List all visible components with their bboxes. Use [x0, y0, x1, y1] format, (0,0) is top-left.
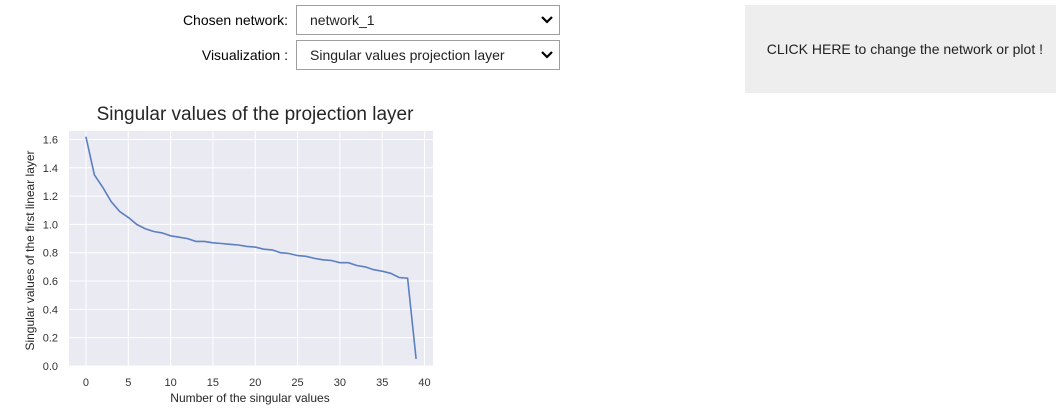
x-tick-label: 40: [418, 377, 430, 389]
visualization-label: Visualization :: [201, 47, 288, 63]
x-tick-label: 5: [125, 377, 131, 389]
chevron-down-icon: [541, 16, 553, 24]
y-tick-label: 0.4: [43, 304, 58, 316]
visualization-select-value: Singular values projection layer: [310, 47, 505, 63]
change-network-button-label: CLICK HERE to change the network or plot…: [766, 41, 1043, 57]
network-label: Chosen network:: [182, 12, 288, 28]
y-tick-label: 1.4: [43, 163, 58, 175]
y-tick-label: 0.0: [43, 361, 58, 373]
visualization-select[interactable]: Singular values projection layer: [296, 40, 560, 70]
y-tick-label: 0.8: [43, 248, 58, 260]
x-tick-label: 20: [249, 377, 261, 389]
network-select-value: network_1: [310, 12, 375, 28]
x-axis-label: Number of the singular values: [170, 391, 329, 405]
x-tick-label: 10: [164, 377, 176, 389]
plot-area: [69, 131, 433, 366]
y-tick-label: 1.2: [43, 191, 58, 203]
series-line: [85, 136, 417, 359]
x-tick-label: 30: [334, 377, 346, 389]
x-tick-label: 25: [291, 377, 303, 389]
change-network-button[interactable]: CLICK HERE to change the network or plot…: [745, 5, 1056, 93]
y-tick-label: 1.6: [43, 134, 58, 146]
chart-title: Singular values of the projection layer: [96, 104, 414, 125]
network-select[interactable]: network_1: [296, 5, 560, 35]
chevron-down-icon: [541, 51, 553, 59]
x-tick-label: 0: [83, 377, 89, 389]
singular-values-chart: 0 5 10 15 20 25 30 35 40 0.0 0.2 0.4 0.6 0.8 1.0 1.2 1.4…: [23, 131, 433, 405]
x-tick-label: 35: [376, 377, 388, 389]
y-tick-label: 1.0: [43, 219, 58, 231]
x-tick-label: 15: [207, 377, 219, 389]
y-axis-label: Singular values of the first linear laye…: [23, 150, 37, 350]
y-tick-label: 0.6: [43, 276, 58, 288]
y-tick-label: 0.2: [43, 333, 58, 345]
